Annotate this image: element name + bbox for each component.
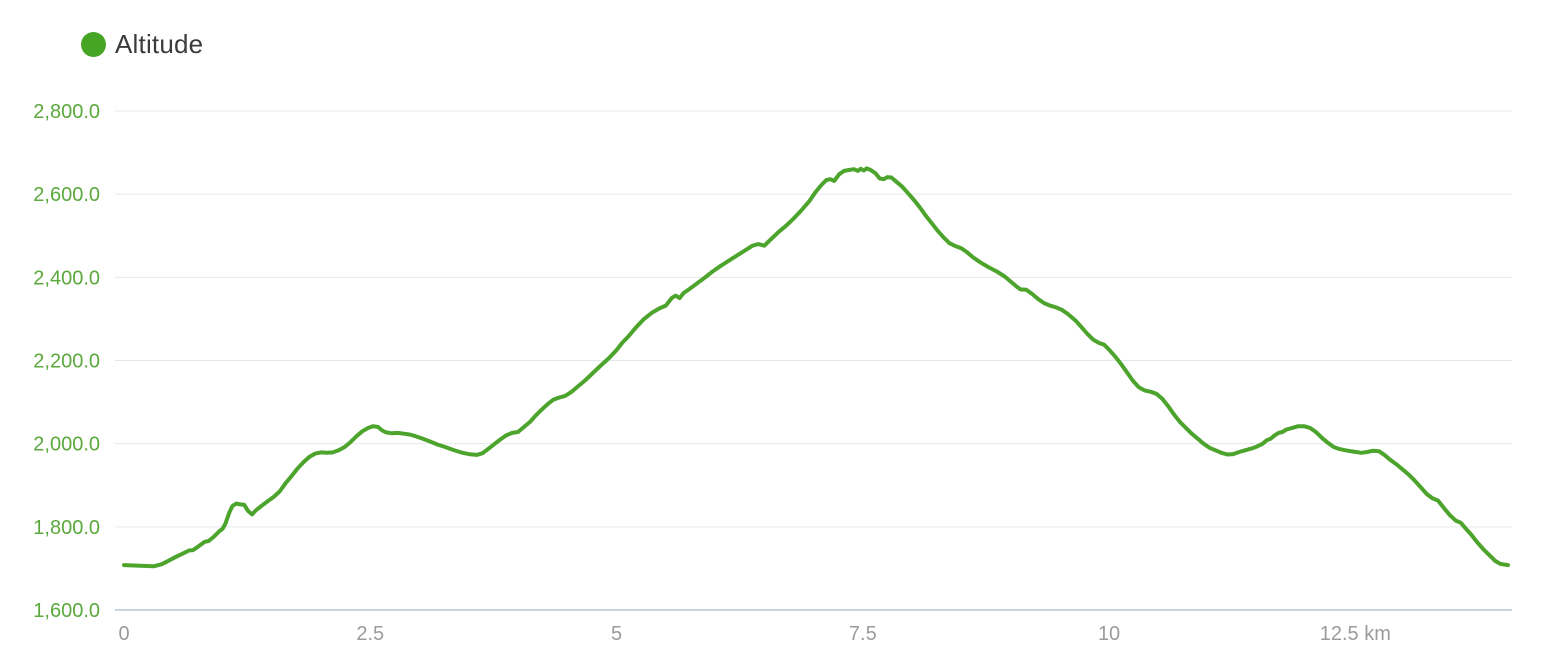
y-axis-tick-label: 2,200.0 [33,351,100,373]
x-axis-tick-label: 0 [118,623,129,645]
y-axis-tick-label: 1,800.0 [33,517,100,539]
y-axis-tick-label: 2,400.0 [33,267,100,289]
x-axis-tick-label: 7.5 [849,623,877,645]
x-axis-tick-label: 2.5 [356,623,384,645]
y-axis-tick-label: 1,600.0 [33,600,100,622]
y-axis-tick-label: 2,600.0 [33,184,100,206]
x-axis-tick-label: 5 [611,623,622,645]
y-axis-tick-label: 2,000.0 [33,434,100,456]
y-axis-tick-label: 2,800.0 [33,101,100,123]
legend-label: Altitude [115,29,204,59]
altitude-line[interactable] [122,166,1510,569]
x-axis-tick-label: 10 [1098,623,1120,645]
chart-legend[interactable]: Altitude [81,31,203,57]
x-axis-tick-label: 12.5 km [1320,623,1391,645]
legend-marker-icon [81,31,106,57]
